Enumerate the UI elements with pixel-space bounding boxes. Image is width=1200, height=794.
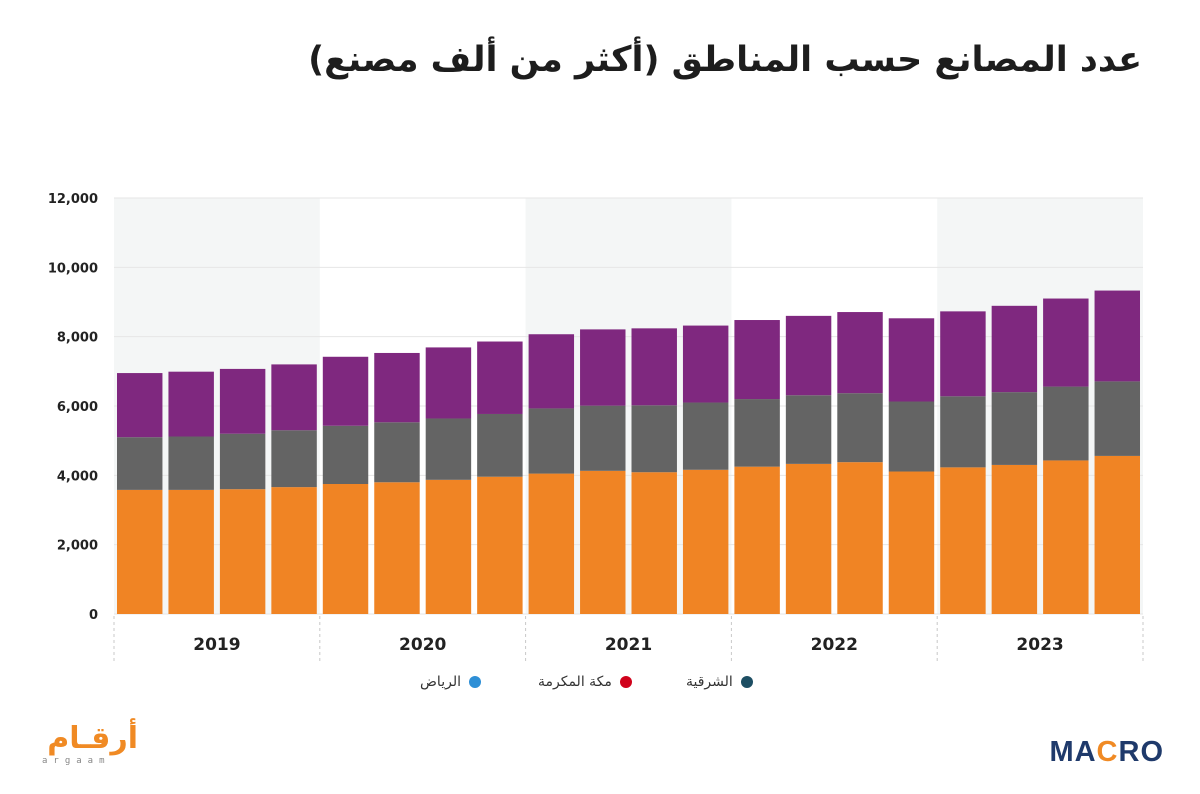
- bar-segment-series-1: [168, 436, 214, 490]
- x-tick-label: 2020: [399, 635, 446, 655]
- bar-segment-series-2: [477, 341, 523, 414]
- bar-segment-series-1: [580, 405, 626, 471]
- chart-title: عدد المصانع حسب المناطق (أكثر من ألف مصن…: [308, 40, 1142, 80]
- legend-dot: [619, 676, 632, 688]
- argaam-logo: أرقـام argaam: [28, 722, 138, 772]
- y-tick-label: 0: [89, 608, 98, 623]
- bar-segment-series-0: [682, 469, 729, 614]
- legend-label: مكة المكرمة: [538, 674, 612, 690]
- bar-segment-series-1: [682, 402, 729, 470]
- bar-segment-series-0: [991, 464, 1038, 614]
- bar-segment-series-2: [837, 312, 883, 394]
- bar-segment-series-0: [888, 471, 935, 614]
- bar-segment-series-0: [374, 482, 420, 614]
- x-tick-label: 2019: [193, 635, 240, 655]
- macro-logo-post: RO: [1118, 735, 1164, 768]
- bar-segment-series-1: [271, 430, 317, 488]
- bar-segment-series-0: [785, 463, 832, 614]
- bar-segment-series-2: [168, 371, 214, 437]
- y-tick-label: 8,000: [57, 331, 98, 346]
- bar-segment-series-1: [734, 399, 780, 467]
- bar-segment-series-1: [117, 437, 163, 490]
- bar-segment-series-1: [528, 408, 575, 474]
- y-tick-label: 12,000: [48, 192, 98, 207]
- legend-dot: [740, 676, 753, 688]
- bar-segment-series-0: [631, 472, 677, 614]
- bar-segment-series-0: [940, 467, 986, 614]
- bar-segment-series-0: [580, 470, 626, 614]
- legend-item-riyadh: الرياض: [420, 670, 481, 694]
- stacked-bar-chart: 0 2,000 4,000 6,000 8,000 10,000 12,000 2019 202…: [48, 192, 1144, 662]
- bar-segment-series-2: [528, 334, 575, 409]
- bar-segment-series-0: [477, 476, 523, 614]
- bar-segment-series-2: [117, 373, 163, 438]
- bar-segment-series-2: [374, 352, 420, 423]
- bar-segment-series-1: [940, 396, 986, 468]
- y-tick-label: 10,000: [48, 261, 98, 276]
- x-tick-label: 2022: [811, 635, 858, 655]
- bar-segment-series-0: [117, 489, 163, 614]
- legend-item-makkah: مكة المكرمة: [538, 670, 632, 694]
- bar-segment-series-0: [271, 487, 317, 614]
- bar-segment-series-1: [1043, 386, 1089, 461]
- bar-segment-series-0: [168, 489, 214, 614]
- bar-segment-series-2: [322, 356, 369, 426]
- chart-legend: الرياض مكة المكرمة الشرقية: [0, 670, 1200, 694]
- bar-segment-series-2: [271, 364, 317, 431]
- argaam-logo-arabic: أرقـام: [47, 721, 138, 756]
- bar-segment-series-2: [991, 305, 1038, 393]
- bar-segment-series-0: [1043, 460, 1089, 614]
- bar-segment-series-0: [528, 473, 575, 614]
- bar-segment-series-2: [785, 315, 832, 396]
- bar-segment-series-1: [1094, 381, 1140, 456]
- bar-segment-series-1: [837, 393, 883, 463]
- bar-segment-series-1: [219, 433, 266, 490]
- macro-logo-accent: C: [1096, 735, 1119, 768]
- bar-segment-series-2: [219, 368, 266, 434]
- x-tick-label: 2023: [1016, 635, 1063, 655]
- bar-segment-series-1: [785, 395, 832, 464]
- x-tick-label: 2021: [605, 635, 652, 655]
- bar-segment-series-0: [322, 484, 369, 614]
- bar-segment-series-2: [580, 329, 626, 406]
- legend-label: الشرقية: [686, 674, 733, 690]
- bar-segment-series-1: [425, 418, 472, 480]
- legend-label: الرياض: [420, 674, 461, 690]
- y-tick-label: 2,000: [57, 539, 98, 554]
- bar-segment-series-2: [940, 311, 986, 397]
- bar-segment-series-2: [1043, 298, 1089, 387]
- bar-segment-series-0: [734, 466, 780, 614]
- argaam-logo-latin: argaam: [42, 756, 111, 766]
- bar-segment-series-0: [837, 462, 883, 614]
- bar-segment-series-2: [1094, 290, 1140, 382]
- bar-segment-series-0: [425, 479, 472, 614]
- bar-segment-series-1: [374, 422, 420, 483]
- bar-segment-series-0: [219, 489, 266, 614]
- bar-segment-series-1: [991, 392, 1038, 465]
- y-tick-label: 4,000: [57, 469, 98, 484]
- bar-segment-series-2: [631, 328, 677, 406]
- legend-dot: [468, 676, 481, 688]
- bar-segment-series-2: [734, 320, 780, 400]
- bar-segment-series-2: [888, 318, 935, 402]
- bar-segment-series-1: [477, 413, 523, 477]
- bar-segment-series-2: [425, 347, 472, 419]
- bar-segment-series-1: [888, 401, 935, 472]
- bar-segment-series-1: [322, 425, 369, 484]
- macro-logo-pre: MA: [1049, 735, 1097, 768]
- legend-item-eastern: الشرقية: [686, 670, 753, 694]
- bar-segment-series-1: [631, 405, 677, 473]
- bar-segment-series-2: [682, 325, 729, 403]
- bar-segment-series-0: [1094, 455, 1140, 614]
- y-tick-label: 6,000: [57, 400, 98, 415]
- macro-logo: MA C RO: [1049, 732, 1164, 772]
